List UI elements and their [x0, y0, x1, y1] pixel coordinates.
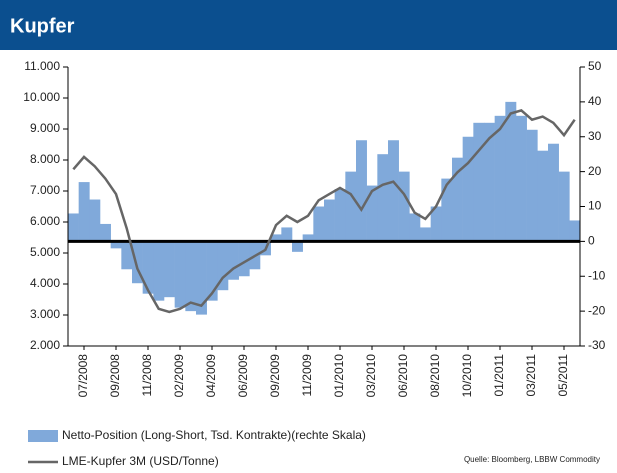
x-tick-label: 03/2010 — [364, 354, 378, 398]
bar — [206, 241, 218, 301]
x-tick-label: 02/2009 — [172, 354, 186, 398]
bar — [281, 227, 293, 242]
y2-tick-label: 40 — [588, 94, 602, 108]
x-tick-label: 03/2011 — [524, 354, 538, 397]
bar — [558, 171, 570, 242]
x-tick-label: 01/2011 — [492, 354, 506, 397]
y2-tick-label: 50 — [588, 59, 602, 73]
x-tick-label: 09/2008 — [108, 354, 122, 398]
bar — [420, 227, 431, 242]
title-bar — [0, 0, 617, 50]
bar — [68, 213, 79, 242]
bar — [505, 101, 517, 242]
bar — [228, 241, 239, 280]
x-tick-label: 07/2008 — [76, 354, 90, 398]
y-tick-label: 3.000 — [30, 307, 60, 321]
bar — [292, 241, 303, 252]
y-tick-label: 7.000 — [30, 183, 60, 197]
bar — [537, 150, 549, 242]
bar — [430, 206, 442, 242]
bar — [441, 178, 453, 242]
bar — [473, 122, 485, 242]
bar — [164, 241, 175, 298]
x-tick-label: 09/2009 — [268, 354, 282, 398]
bar — [484, 122, 495, 242]
bar — [377, 154, 389, 242]
x-tick-label: 11/2008 — [140, 354, 154, 397]
y2-tick-label: -10 — [588, 268, 606, 282]
x-tick-label: 10/2010 — [460, 354, 474, 398]
y-tick-label: 4.000 — [30, 276, 60, 290]
x-tick-label: 08/2010 — [428, 354, 442, 398]
x-tick-label: 01/2010 — [332, 354, 346, 398]
bar — [100, 223, 111, 242]
x-tick-label: 06/2009 — [236, 354, 250, 398]
y2-tick-label: 0 — [588, 234, 595, 248]
bar — [388, 140, 399, 242]
price-line — [72, 109, 576, 314]
y-tick-label: 10.000 — [23, 90, 60, 104]
legend-label: Netto-Position (Long-Short, Tsd. Kontrak… — [62, 428, 366, 442]
bar — [132, 241, 143, 284]
bar — [409, 213, 421, 242]
bar — [313, 206, 325, 242]
bar — [548, 143, 559, 242]
legend-swatch — [28, 430, 58, 442]
y-tick-label: 8.000 — [30, 152, 60, 166]
y2-tick-label: 20 — [588, 164, 602, 178]
y-tick-label: 6.000 — [30, 214, 60, 228]
source: Quelle: Bloomberg, LBBW Commodity — [464, 455, 600, 464]
y2-tick-label: 30 — [588, 129, 602, 143]
chart-title: Kupfer — [10, 15, 75, 37]
bar — [153, 241, 165, 301]
y-tick-label: 9.000 — [30, 121, 60, 135]
y-tick-label: 11.000 — [24, 59, 60, 73]
bar — [238, 241, 250, 277]
y-tick-label: 5.000 — [30, 245, 60, 259]
bar — [121, 241, 133, 270]
y2-tick-label: 10 — [588, 199, 602, 213]
x-tick-label: 04/2009 — [204, 354, 218, 398]
x-tick-label: 11/2009 — [300, 354, 314, 397]
bar — [398, 171, 410, 242]
bar — [334, 189, 346, 242]
bar — [196, 241, 207, 315]
bar — [89, 199, 101, 242]
bar — [452, 157, 463, 242]
bar — [366, 185, 378, 242]
bar — [217, 241, 229, 291]
bar — [516, 115, 527, 242]
bar — [526, 129, 538, 242]
x-tick-label: 05/2011 — [556, 354, 570, 397]
bar — [78, 182, 90, 242]
bar — [569, 220, 581, 242]
bar — [462, 136, 474, 242]
bar — [324, 199, 335, 242]
bar — [174, 241, 186, 308]
bar — [142, 241, 154, 294]
legend-label: LME-Kupfer 3M (USD/Tonne) — [62, 454, 219, 468]
y2-tick-label: -20 — [588, 303, 606, 317]
y-tick-label: 2.000 — [30, 338, 60, 352]
bar — [110, 241, 122, 249]
x-tick-label: 06/2010 — [396, 354, 410, 398]
bar — [356, 140, 367, 242]
bar — [302, 234, 314, 242]
bar — [185, 241, 197, 312]
bar — [345, 171, 357, 242]
y2-tick-label: -30 — [588, 338, 606, 352]
bar — [494, 115, 506, 242]
bar — [270, 234, 282, 242]
